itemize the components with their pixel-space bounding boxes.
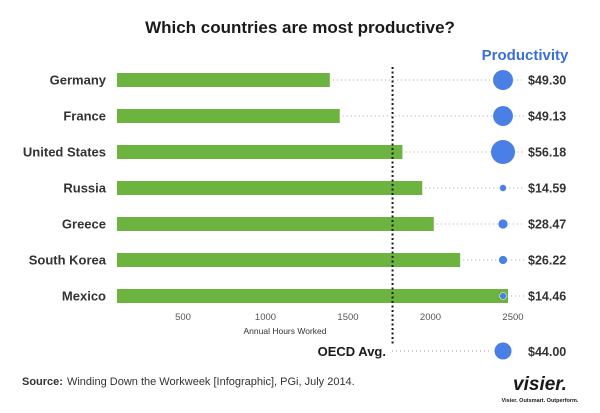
- x-axis-title: Annual Hours Worked: [244, 326, 327, 336]
- oecd-label: OECD Avg.: [318, 344, 386, 359]
- bar-south-korea: [117, 253, 461, 267]
- x-axis-ticks: 500 1000 1500 2000 2500: [175, 312, 524, 323]
- logo-text: visier.: [513, 374, 567, 395]
- value-bg-france: [525, 107, 577, 125]
- bubble-france: [493, 106, 513, 126]
- productivity-value-germany: $49.30: [528, 74, 566, 88]
- productivity-values: $49.30 $49.13 $56.18 $14.59 $28.47 $26.22 $14.…: [525, 71, 577, 305]
- logo-tagline: Visier. Outsmart. Outperform.: [502, 398, 579, 404]
- productivity-value-mexico: $14.46: [528, 290, 566, 304]
- productivity-bubbles: [490, 69, 516, 300]
- category-label-russia: Russia: [63, 181, 106, 196]
- x-tick-500: 500: [175, 312, 191, 323]
- productivity-header: Productivity: [482, 47, 569, 64]
- chart-title: Which countries are most productive?: [145, 18, 455, 37]
- x-tick-2500: 2500: [502, 312, 523, 323]
- source-prefix: Source:: [22, 376, 63, 388]
- bar-united-states: [117, 145, 403, 159]
- bubble-russia: [499, 184, 507, 192]
- oecd-value: $44.00: [528, 345, 566, 359]
- bar-mexico: [117, 289, 509, 303]
- source-text: Winding Down the Workweek [Infographic],…: [67, 376, 355, 388]
- visier-logo: visier. Visier. Outsmart. Outperform.: [502, 374, 579, 404]
- bubble-germany: [493, 70, 513, 90]
- value-bg-south-korea: [525, 251, 577, 269]
- bars: [117, 73, 509, 303]
- bubble-mexico: [499, 292, 507, 300]
- productivity-value-russia: $14.59: [528, 182, 566, 196]
- bubble-united-states: [491, 140, 515, 164]
- productivity-value-united-states: $56.18: [528, 146, 566, 160]
- category-label-germany: Germany: [50, 73, 107, 88]
- bar-germany: [117, 73, 330, 87]
- productivity-value-france: $49.13: [528, 110, 566, 124]
- category-label-greece: Greece: [62, 217, 106, 232]
- bubble-south-korea: [498, 255, 508, 265]
- category-label-france: France: [63, 109, 106, 124]
- category-label-mexico: Mexico: [62, 289, 106, 304]
- category-label-south-korea: South Korea: [29, 253, 107, 268]
- bar-greece: [117, 217, 434, 231]
- bubble-greece: [498, 219, 508, 229]
- value-bg-germany: [525, 71, 577, 89]
- value-bg-greece: [525, 215, 577, 233]
- value-bg-united-states: [525, 143, 577, 161]
- value-bg-russia: [525, 179, 577, 197]
- category-label-united-states: United States: [23, 145, 106, 160]
- bar-france: [117, 109, 340, 123]
- oecd-bubble: [494, 342, 512, 360]
- x-tick-1000: 1000: [255, 312, 276, 323]
- bar-russia: [117, 181, 423, 195]
- productivity-value-greece: $28.47: [528, 218, 566, 232]
- productivity-value-south-korea: $26.22: [528, 254, 566, 268]
- value-bg-mexico: [525, 287, 577, 305]
- category-labels: Germany France United States Russia Greece So…: [23, 73, 107, 304]
- source-note: Source: Winding Down the Workweek [Infogr…: [22, 376, 355, 388]
- x-tick-1500: 1500: [337, 312, 358, 323]
- x-tick-2000: 2000: [420, 312, 441, 323]
